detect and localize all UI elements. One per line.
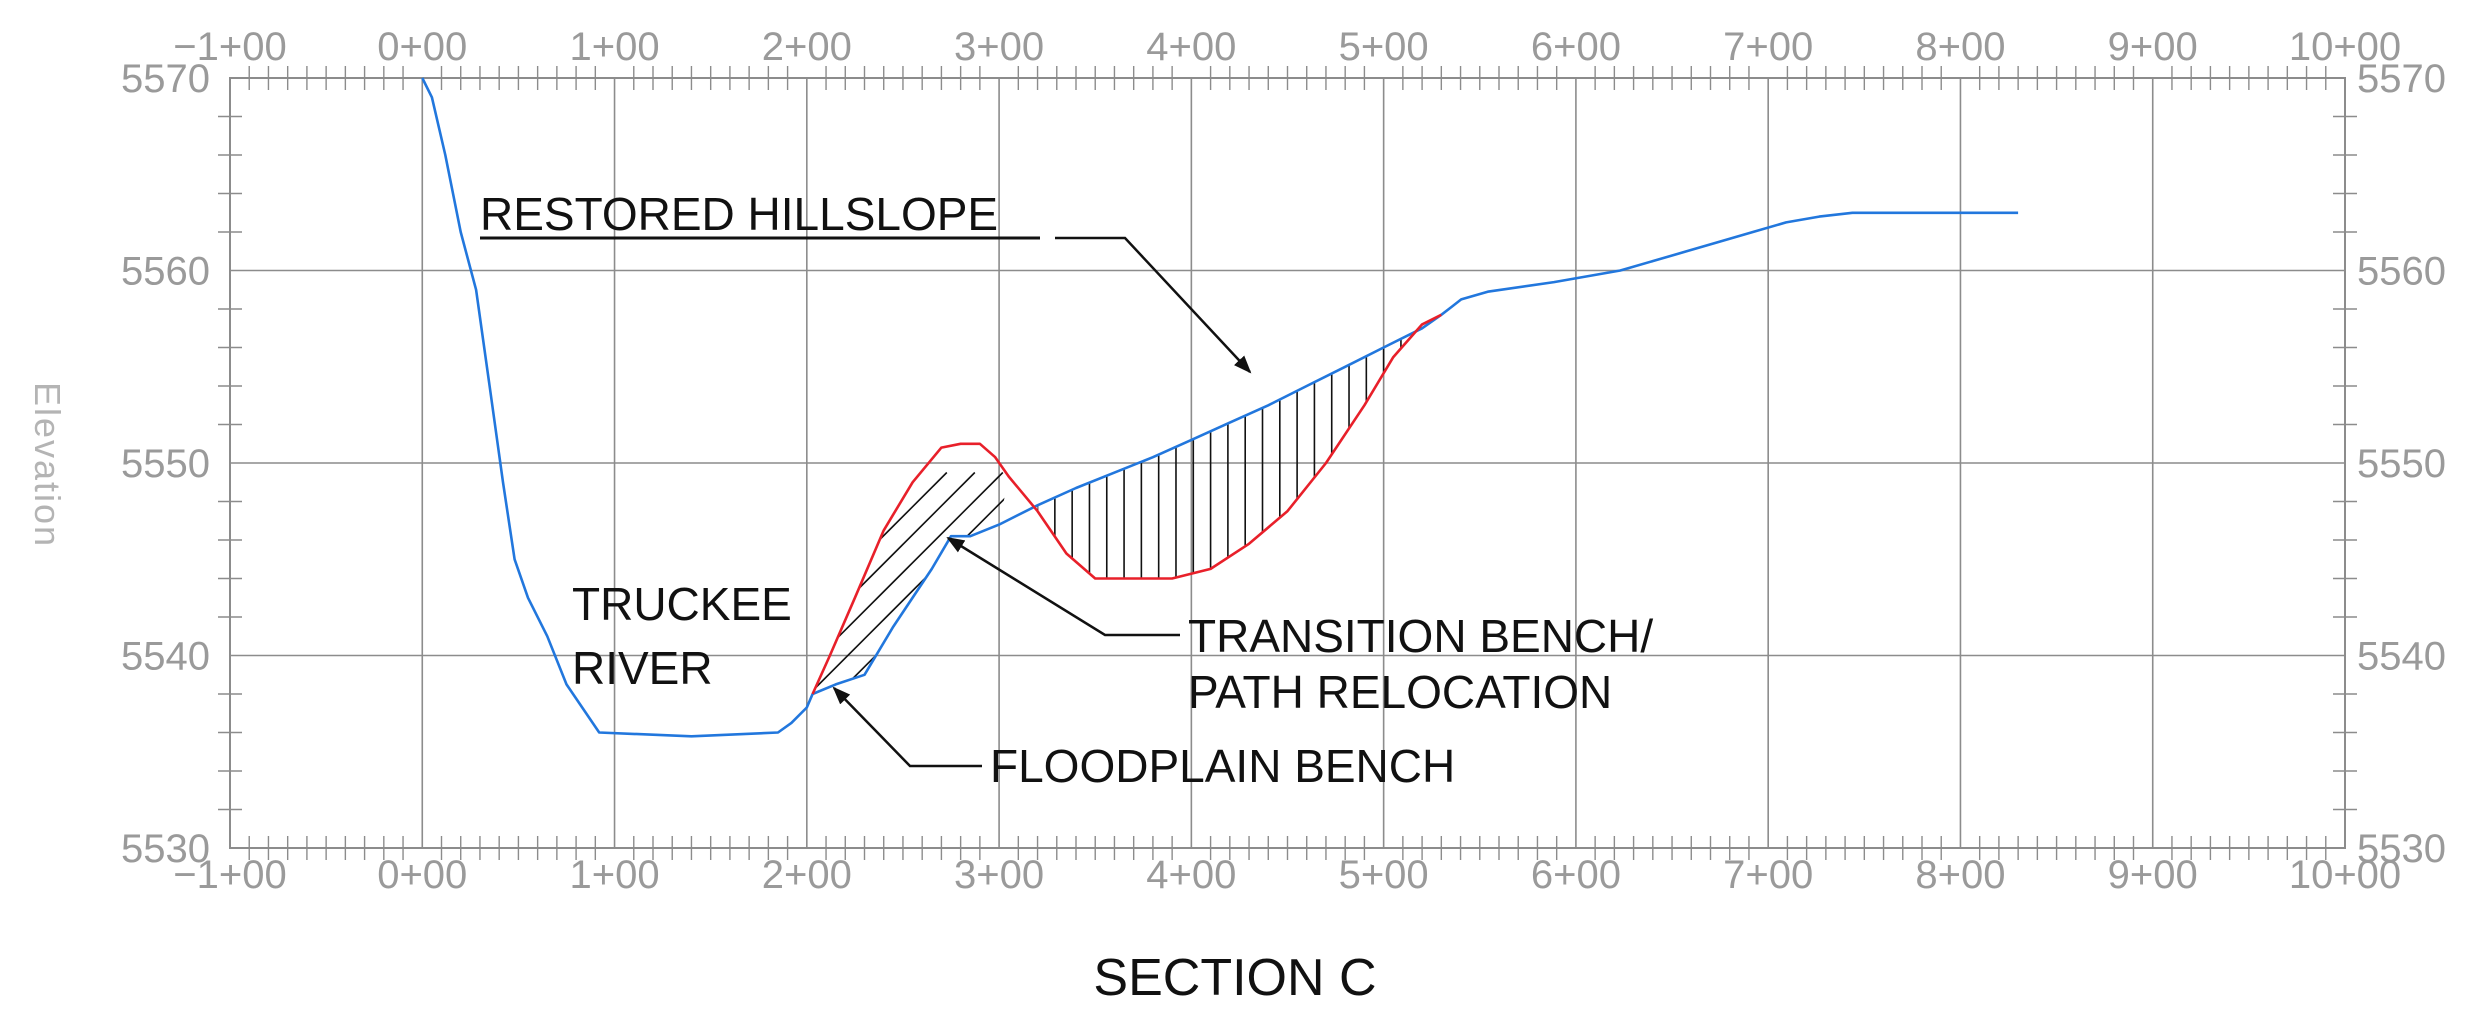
y-tick-label-left: 5560 <box>121 250 210 294</box>
x-tick-label-bottom: 8+00 <box>1915 853 2005 897</box>
transition-label-line1: TRANSITION BENCH/ <box>1188 610 1653 662</box>
hatch-line <box>812 471 1004 694</box>
hillslope-leader <box>1055 236 1252 374</box>
x-tick-label-top: 8+00 <box>1915 25 2005 69</box>
y-tick-label-left: 5570 <box>121 57 210 101</box>
x-tick-label-top: 3+00 <box>954 25 1044 69</box>
x-tick-label-bottom: 2+00 <box>762 853 852 897</box>
hatch-line <box>938 471 1009 694</box>
x-tick-label-top: 7+00 <box>1723 25 1813 69</box>
x-tick-label-top: 9+00 <box>2108 25 2198 69</box>
y-tick-label-right: 5560 <box>2357 250 2446 294</box>
x-tick-label-bottom: 5+00 <box>1339 853 1429 897</box>
x-tick-label-top: −1+00 <box>173 25 286 69</box>
x-tick-label-bottom: 0+00 <box>377 853 467 897</box>
profile-lines <box>421 77 2019 738</box>
river-label-line2: RIVER <box>572 642 713 694</box>
x-tick-label-top: 0+00 <box>377 25 467 69</box>
section-caption: SECTION C <box>1093 949 1376 1007</box>
floodplain-leader <box>832 686 982 768</box>
x-tick-label-bottom: 6+00 <box>1531 853 1621 897</box>
existing-ground-line <box>421 77 2019 738</box>
tick-labels: −1+00 −1+00 0+00 0+00 1+00 1+00 2+00 2+00 3+00 3+… <box>121 25 2446 897</box>
y-axis-title: Elevation <box>27 382 68 548</box>
y-tick-label-right: 5550 <box>2357 442 2446 486</box>
hillslope-label: RESTORED HILLSLOPE <box>480 188 998 240</box>
y-tick-label-right: 5570 <box>2357 57 2446 101</box>
x-tick-label-bottom: −1+00 <box>173 853 286 897</box>
x-tick-label-bottom: 3+00 <box>954 853 1044 897</box>
transition-leader <box>946 536 1180 637</box>
y-tick-label-left: 5530 <box>121 827 210 871</box>
x-tick-label-top: 1+00 <box>569 25 659 69</box>
hatch-line <box>882 471 1009 694</box>
floodplain-label: FLOODPLAIN BENCH <box>990 740 1455 792</box>
hatch-line <box>826 471 1009 694</box>
proposed-grade-line <box>811 313 1442 695</box>
x-tick-label-top: 4+00 <box>1146 25 1236 69</box>
hatch-line <box>812 471 1009 694</box>
x-tick-label-top: 10+00 <box>2289 25 2401 69</box>
hatch-line <box>910 471 1009 694</box>
river-label-line1: TRUCKEE <box>572 578 792 630</box>
y-tick-label-right: 5530 <box>2357 827 2446 871</box>
y-tick-label-right: 5540 <box>2357 635 2446 679</box>
cut-hatch-area <box>1037 314 1437 579</box>
x-tick-label-bottom: 4+00 <box>1146 853 1236 897</box>
x-tick-label-top: 6+00 <box>1531 25 1621 69</box>
x-tick-label-bottom: 1+00 <box>569 853 659 897</box>
x-tick-label-bottom: 7+00 <box>1723 853 1813 897</box>
y-tick-label-left: 5540 <box>121 635 210 679</box>
x-tick-label-bottom: 10+00 <box>2289 853 2401 897</box>
x-tick-label-bottom: 9+00 <box>2108 853 2198 897</box>
transition-label-line2: PATH RELOCATION <box>1188 666 1612 718</box>
tick-marks <box>218 66 2357 860</box>
x-tick-label-top: 5+00 <box>1339 25 1429 69</box>
y-tick-label-left: 5550 <box>121 442 210 486</box>
x-tick-label-top: 2+00 <box>762 25 852 69</box>
